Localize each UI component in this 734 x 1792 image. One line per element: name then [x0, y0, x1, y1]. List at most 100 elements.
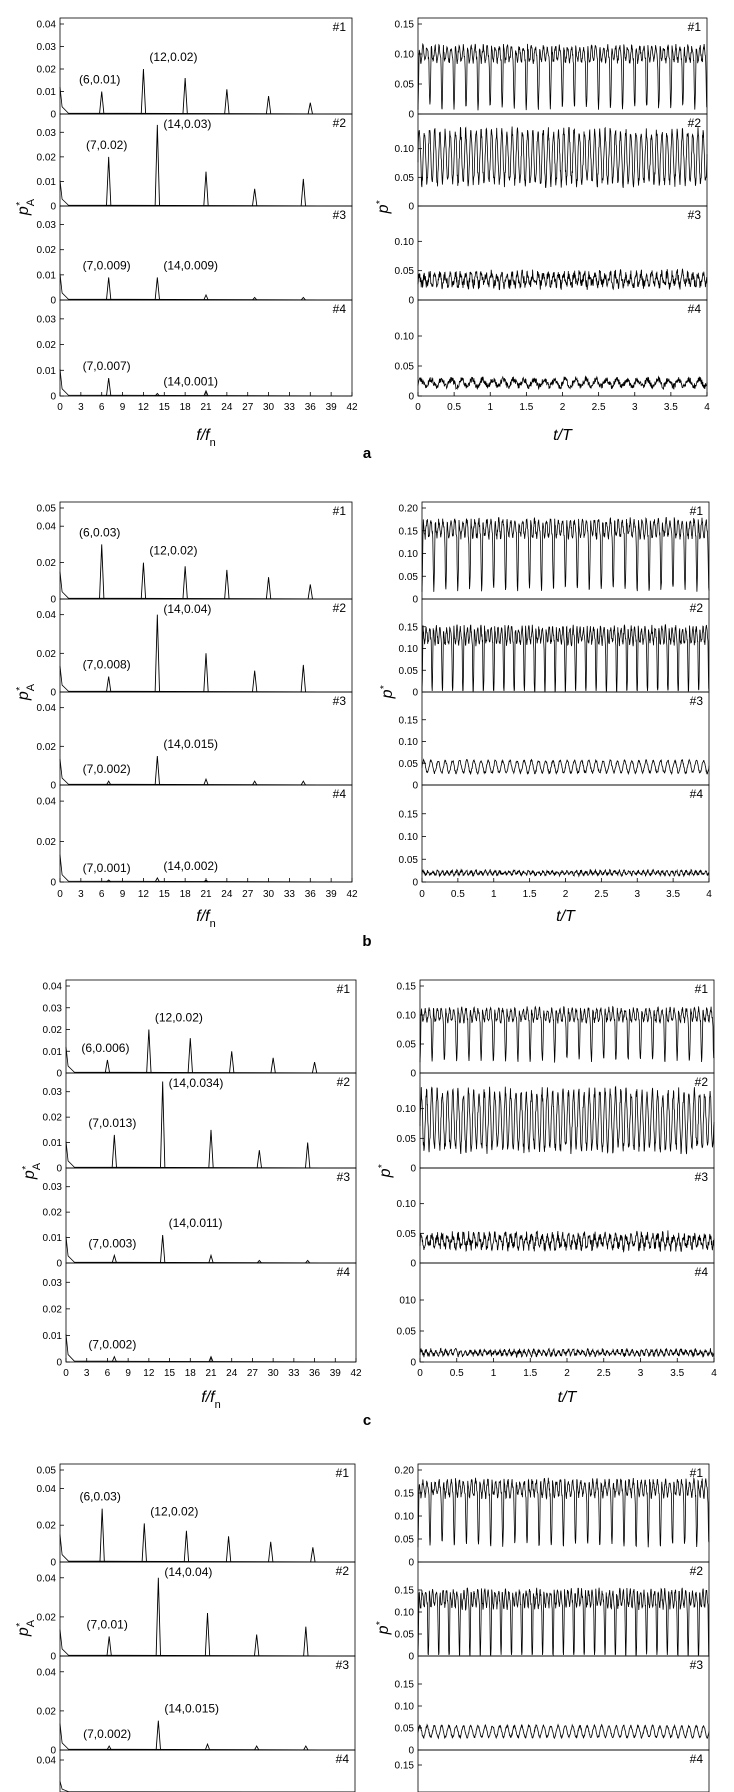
spectrum-peak [256, 1150, 262, 1169]
panel-letter-c: c [363, 1412, 371, 1429]
y-tick-label: 0 [408, 1746, 414, 1757]
y-tick-label: 0.10 [399, 737, 419, 748]
subplot-d-spectrum-2: 0 0.02 0.04 #2 (7,0.01) (14,0.04) [37, 1561, 356, 1663]
c-spectrum-chart: 0 0.01 0.02 0.03 0.04 #1 (6,0.006) (12,0.02) 0 0.… [21, 979, 362, 1411]
x-tick-label: 18 [185, 1368, 197, 1379]
spectrum-peak [225, 1536, 232, 1563]
pressure-time-series [421, 758, 710, 776]
y-tick-label: 0.01 [37, 177, 57, 188]
subplot-tag: #2 [333, 116, 347, 130]
x-axis-b-time: 0 0.5 1 1.5 2 2.5 3 3.5 4 [419, 878, 712, 900]
x-axis-label: f/fn [196, 427, 215, 449]
x-tick-label: 2 [560, 402, 566, 413]
subplot-tag: #3 [333, 208, 347, 222]
y-tick-label: 0 [408, 202, 414, 213]
subplot-frame [59, 1463, 356, 1563]
spectrum-peak [155, 1577, 161, 1657]
spectrum-peak [305, 1142, 311, 1169]
pressure-time-series [419, 1230, 715, 1253]
spectrum-peak [203, 777, 209, 786]
peak-annotation: (7,0.002) [83, 762, 131, 776]
x-tick-label: 36 [309, 1368, 321, 1379]
x-tick-label: 1 [491, 889, 497, 900]
subplot-tag: #1 [333, 20, 347, 34]
y-tick-label: 0.10 [397, 1199, 417, 1210]
x-tick-label: 27 [242, 402, 254, 413]
y-tick-label: 0.05 [395, 362, 415, 373]
peak-annotation: (14,0.034) [169, 1076, 224, 1090]
x-tick-label: 39 [330, 1368, 342, 1379]
y-tick-label: 0.05 [399, 666, 419, 677]
subplot-tag: #3 [333, 694, 347, 708]
y-tick-label: 0.05 [395, 1630, 415, 1641]
y-tick-label: 0 [408, 392, 414, 403]
spectrum-baseline [65, 1141, 357, 1169]
y-tick-label: 0.03 [37, 128, 57, 139]
d-spectrum-chart: 0 0.02 0.04 0.05 #1 (6,0.03) (12,0.02) 0 0.02 0.0… [15, 1463, 356, 1792]
y-tick-label: 0.20 [395, 1466, 415, 1477]
subplot-tag: #3 [337, 1170, 351, 1184]
subplot-tag: #3 [695, 1170, 709, 1184]
y-axis-label: p* [377, 1164, 395, 1179]
y-tick-label: 0.03 [43, 1278, 63, 1289]
x-tick-label: 21 [200, 402, 212, 413]
y-tick-label: 0 [50, 878, 56, 889]
spectrum-peak [187, 1038, 193, 1074]
y-tick-label: 0.10 [399, 549, 419, 560]
subplot-frame [417, 1749, 710, 1792]
y-tick-label: 0.15 [395, 1680, 415, 1691]
spectrum-baseline [59, 1534, 356, 1563]
y-tick-label: 0.10 [399, 832, 419, 843]
y-tick-label: 0 [50, 1652, 56, 1663]
x-tick-label: 24 [221, 402, 233, 413]
x-axis-c-spectrum: 0 3 6 9 12 15 18 21 24 27 30 33 36 39 42 [63, 1358, 362, 1379]
y-tick-label: 0.05 [395, 1535, 415, 1546]
y-tick-label: 0.03 [43, 1003, 63, 1014]
peak-annotation: (14,0.015) [163, 737, 218, 751]
y-tick-label: 0.04 [37, 797, 57, 808]
subplot-d-spectrum-1: 0 0.02 0.04 0.05 #1 (6,0.03) (12,0.02) [37, 1463, 356, 1569]
spectrum-peak [300, 780, 306, 786]
subplot-tag: #2 [695, 1075, 709, 1089]
x-tick-label: 39 [326, 889, 338, 900]
y-tick-label: 0.20 [399, 504, 419, 515]
spectrum-peak [99, 544, 105, 600]
x-tick-label: 36 [305, 402, 317, 413]
y-tick-label: 0.10 [397, 1011, 417, 1022]
x-tick-label: 27 [242, 889, 254, 900]
y-tick-label: 0.05 [399, 572, 419, 583]
x-tick-label: 3 [632, 402, 638, 413]
x-tick-label: 0.5 [450, 1368, 464, 1379]
spectrum-peak [300, 296, 306, 301]
y-tick-label: 0.02 [37, 65, 57, 76]
y-tick-label: 0 [410, 1164, 416, 1175]
subplot-tag: #4 [695, 1265, 709, 1279]
subplot-frame [59, 17, 353, 115]
subplot-frame [59, 205, 353, 301]
spectrum-peak [106, 156, 112, 207]
x-axis-a-time: 0 0.5 1 1.5 2 2.5 3 3.5 4 [415, 392, 710, 413]
y-tick-label: 0.05 [37, 1466, 57, 1477]
peak-annotation: (7,0.009) [83, 258, 131, 272]
spectrum-peak [106, 676, 112, 693]
peak-annotation: (7,0.002) [83, 1727, 131, 1741]
y-tick-label: 0.15 [399, 715, 419, 726]
x-tick-label: 18 [180, 402, 192, 413]
y-tick-label: 0 [412, 878, 418, 889]
y-tick-label: 0 [50, 781, 56, 792]
y-axis-label: p*A [15, 683, 38, 701]
x-tick-label: 1.5 [519, 402, 533, 413]
spectrum-peak [310, 1547, 316, 1563]
y-tick-label: 0 [410, 1259, 416, 1270]
y-tick-label: 0.15 [397, 982, 417, 993]
peak-annotation: (7,0.013) [88, 1116, 136, 1130]
subplot-tag: #4 [688, 302, 702, 316]
peak-annotation: (6,0.03) [79, 1490, 120, 1504]
spectrum-peak [254, 1634, 260, 1657]
spectrum-peak [203, 171, 209, 207]
subplot-tag: #1 [337, 982, 351, 996]
y-tick-label: 0 [50, 296, 56, 307]
subplot-tag: #1 [690, 504, 704, 518]
subplot-tag: #4 [690, 1752, 704, 1766]
x-tick-label: 1 [491, 1368, 497, 1379]
